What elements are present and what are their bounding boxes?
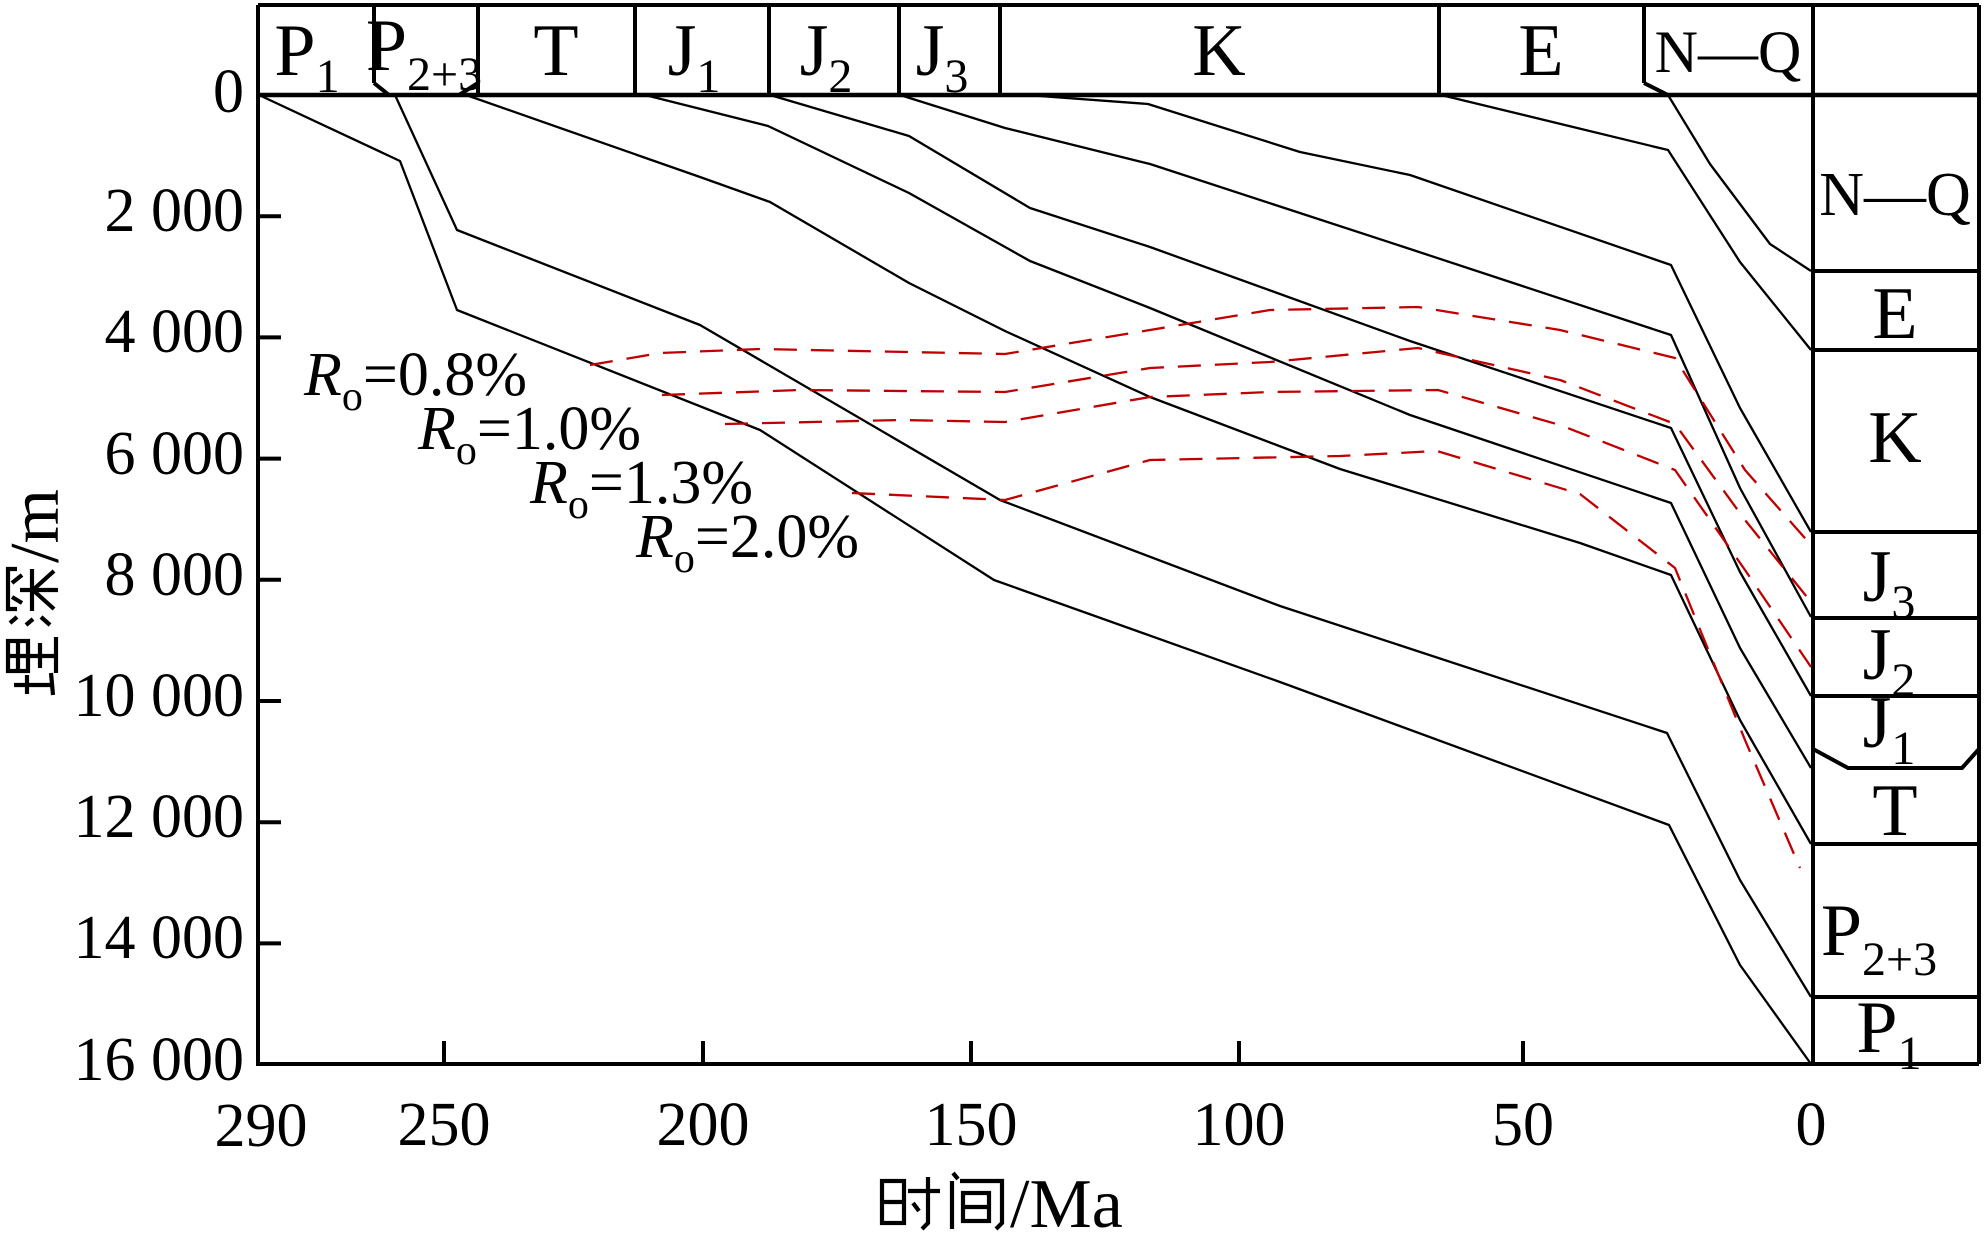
svg-text:Ro=1.3%: Ro=1.3%	[529, 449, 753, 528]
svg-text:250: 250	[398, 1091, 491, 1159]
svg-text:J2: J2	[800, 10, 853, 103]
svg-text:0: 0	[213, 58, 244, 126]
svg-text:P2+3: P2+3	[366, 5, 482, 101]
svg-text:Ro=1.0%: Ro=1.0%	[417, 395, 641, 474]
svg-text:2 000: 2 000	[105, 177, 245, 245]
svg-text:T: T	[533, 10, 578, 92]
svg-text:P1: P1	[1856, 987, 1921, 1080]
svg-text:J3: J3	[916, 10, 969, 103]
svg-text:4 000: 4 000	[105, 298, 245, 366]
svg-text:0: 0	[1796, 1091, 1827, 1159]
svg-text:E: E	[1872, 273, 1917, 355]
svg-text:16 000: 16 000	[74, 1026, 245, 1094]
svg-text:T: T	[1872, 770, 1917, 852]
svg-text:14 000: 14 000	[74, 904, 245, 972]
svg-text:K: K	[1192, 10, 1245, 92]
svg-text:Ro=2.0%: Ro=2.0%	[635, 503, 859, 582]
svg-text:P1: P1	[274, 10, 339, 103]
svg-text:E: E	[1518, 10, 1563, 92]
svg-text:N—Q: N—Q	[1655, 19, 1802, 85]
svg-text:/m: /m	[0, 489, 74, 563]
svg-text:50: 50	[1492, 1091, 1554, 1159]
svg-text:6 000: 6 000	[105, 420, 245, 488]
svg-text:N—Q: N—Q	[1819, 161, 1971, 229]
svg-text:290: 290	[215, 1092, 308, 1160]
svg-text:10 000: 10 000	[74, 662, 245, 730]
svg-text:P2+3: P2+3	[1821, 890, 1937, 986]
svg-text:/Ma: /Ma	[1010, 1166, 1123, 1243]
svg-text:K: K	[1868, 397, 1921, 479]
svg-text:12 000: 12 000	[74, 783, 245, 851]
svg-text:8 000: 8 000	[105, 541, 245, 609]
svg-text:J1: J1	[668, 10, 721, 103]
svg-text:200: 200	[657, 1091, 750, 1159]
svg-text:100: 100	[1193, 1091, 1286, 1159]
svg-text:150: 150	[925, 1091, 1018, 1159]
svg-text:Ro=0.8%: Ro=0.8%	[303, 341, 527, 420]
